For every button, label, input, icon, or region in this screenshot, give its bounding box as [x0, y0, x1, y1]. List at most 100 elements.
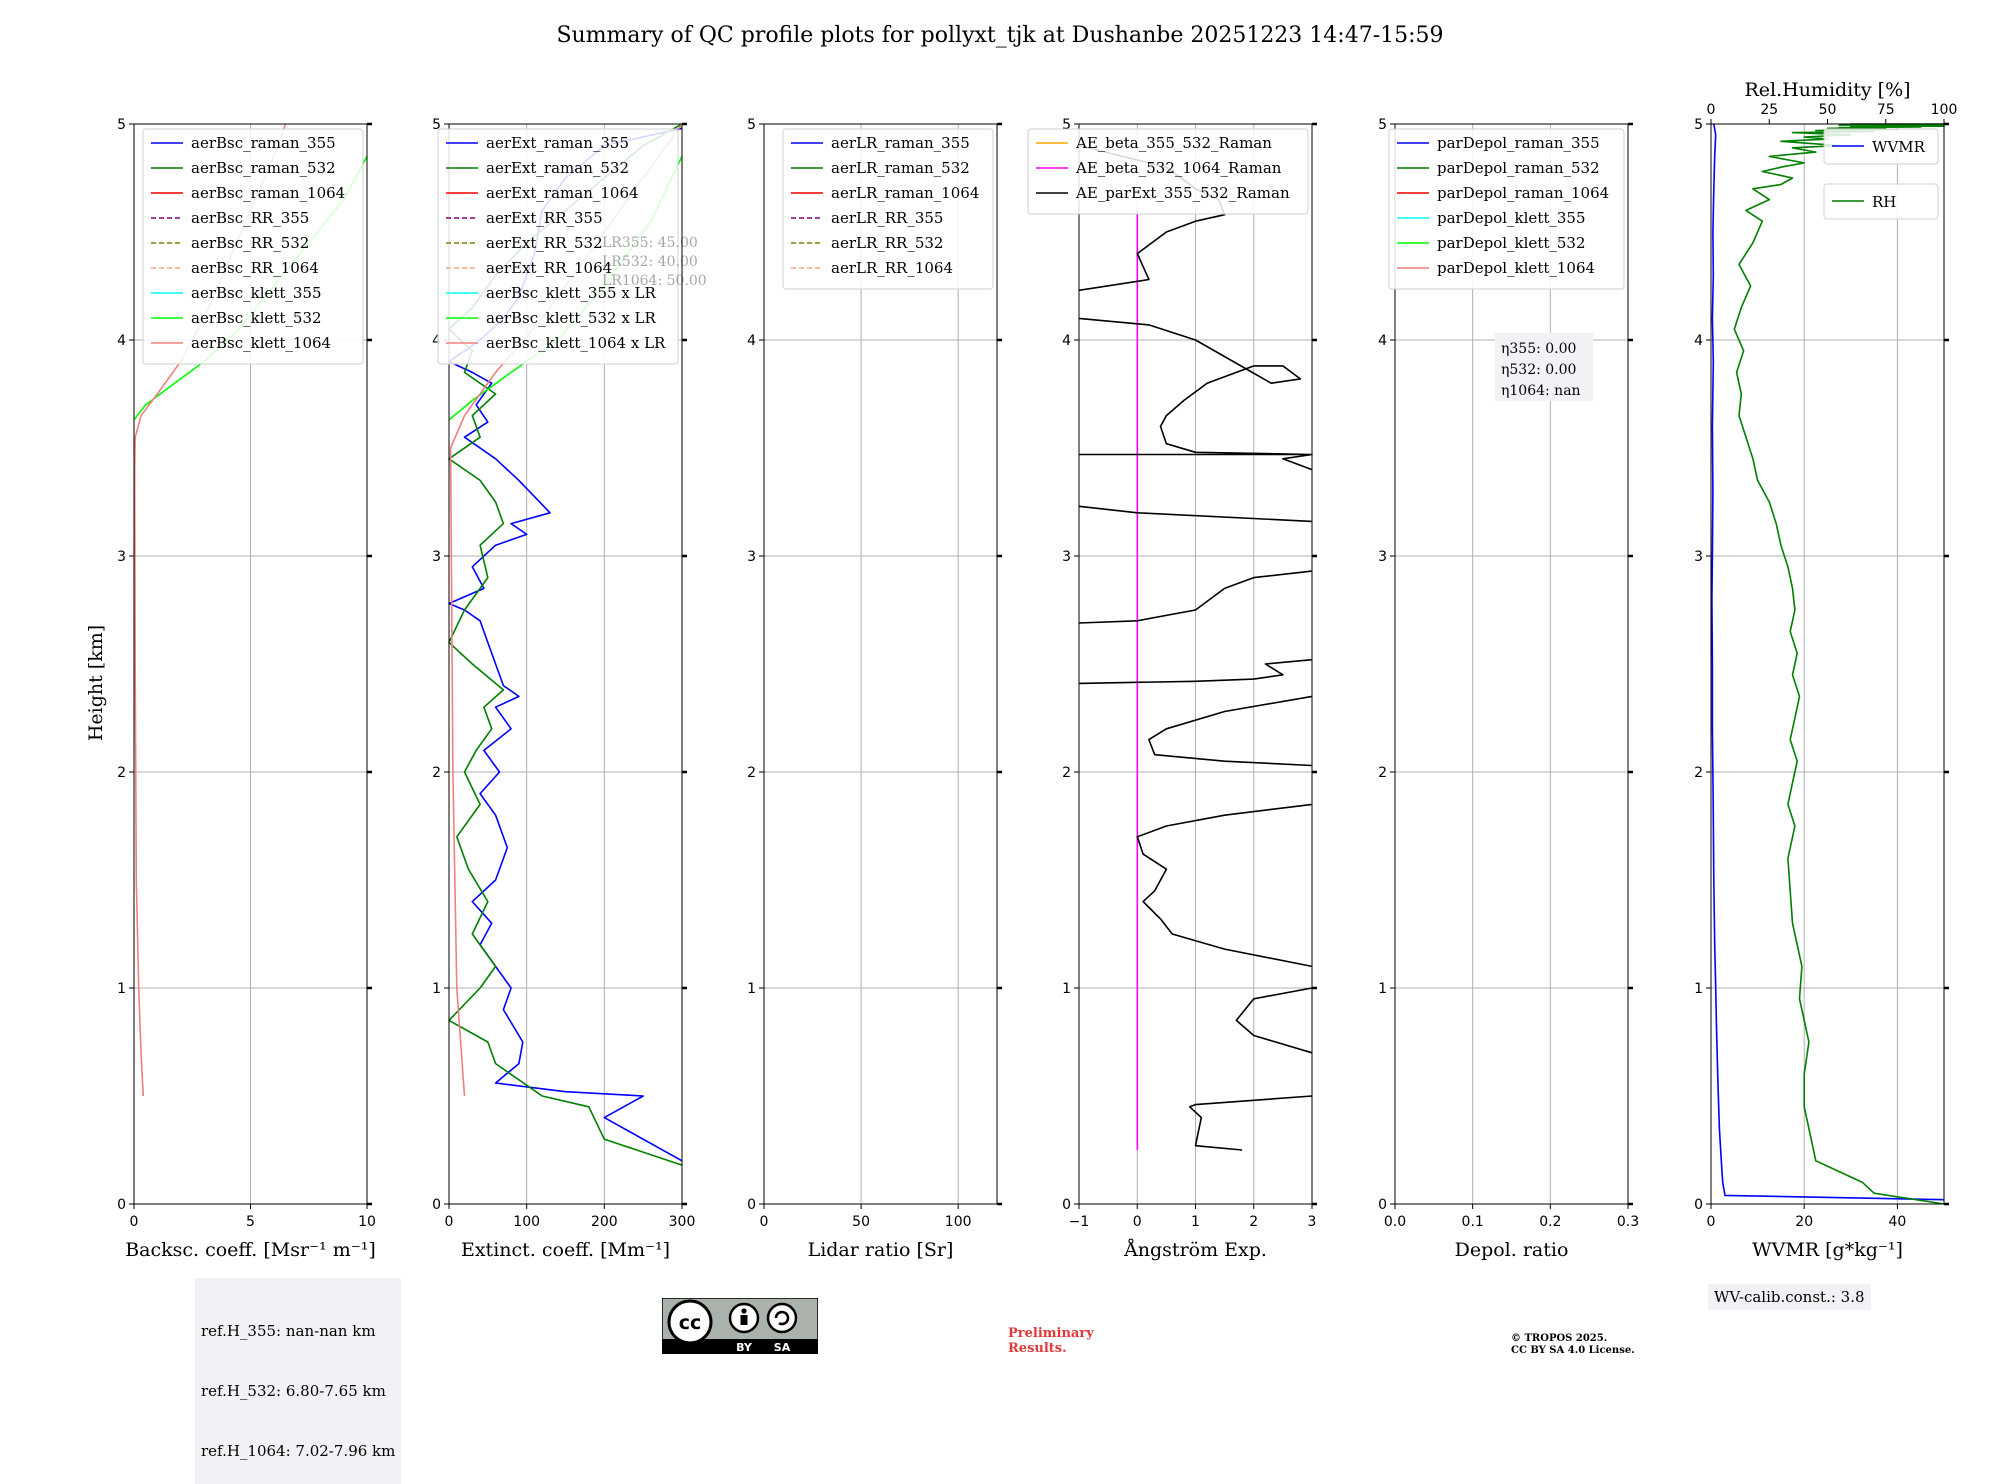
ytick-label-0: 0	[117, 1197, 126, 1213]
reference-height-box: ref.H_355: nan-nan km ref.H_532: 6.80-7.…	[195, 1278, 402, 1484]
ytick-label-1: 1	[1062, 981, 1071, 997]
xtick-label-100: 100	[945, 1214, 972, 1230]
xtick-label-1: 1	[1191, 1214, 1200, 1230]
lr-annotation-line-2: LR1064: 50.00	[602, 273, 707, 289]
xtick-label-0: 0	[760, 1214, 769, 1230]
legend: WVMR RH	[1823, 128, 1939, 220]
xtick-label-0.3: 0.3	[1617, 1214, 1639, 1230]
qc-profile-figure: Summary of QC profile plots for pollyxt_…	[85, 23, 1957, 1261]
x-axis-label: Lidar ratio [Sr]	[808, 1239, 954, 1261]
xtick-label-0: 0	[1133, 1214, 1142, 1230]
xtick-label-40: 40	[1888, 1214, 1906, 1230]
xtick-label-2: 2	[1249, 1214, 1258, 1230]
ytick-label-3: 3	[117, 549, 126, 565]
legend-label-aerBsc_raman_532: aerBsc_raman_532	[191, 159, 336, 177]
ytick-label-4: 4	[1378, 333, 1387, 349]
legend-label-aerBsc_RR_355: aerBsc_RR_355	[191, 209, 309, 227]
ytick-label-4: 4	[432, 333, 441, 349]
panel-depol: 0 1 2 3 4 5 0.0 0.1 0.2 0.3 Depol. ratio parDepol_r…	[1378, 117, 1639, 1261]
legend-label-parDepol_klett_355: parDepol_klett_355	[1437, 209, 1586, 227]
legend-label-aerBsc_klett_532: aerBsc_klett_532	[191, 309, 322, 327]
ytick-label-0: 0	[1378, 1197, 1387, 1213]
legend-label-parDepol_raman_532: parDepol_raman_532	[1437, 159, 1600, 177]
ytick-label-5: 5	[432, 117, 441, 133]
ytick-label-1: 1	[747, 981, 756, 997]
ytick-label-3: 3	[747, 549, 756, 565]
legend-label-aerLR_RR_1064: aerLR_RR_1064	[831, 259, 953, 277]
y-axis-label: Height [km]	[85, 625, 107, 741]
x2tick-label-25: 25	[1760, 102, 1778, 118]
ytick-label-2: 2	[432, 765, 441, 781]
plot-area	[1711, 124, 1944, 1204]
ytick-label-0: 0	[747, 1197, 756, 1213]
axes-frame	[763, 123, 998, 1205]
legend-label-aerExt_RR_1064: aerExt_RR_1064	[486, 259, 612, 277]
ytick-label-2: 2	[1694, 765, 1703, 781]
xtick-label-300: 300	[669, 1214, 696, 1230]
ytick-label-0: 0	[1694, 1197, 1703, 1213]
ytick-label-4: 4	[1694, 333, 1703, 349]
by-person-body	[740, 1315, 748, 1325]
copyright-line-2: CC BY SA 4.0 License.	[1511, 1345, 1635, 1356]
legend-label-aerBsc_klett_1064: aerBsc_klett_1064	[191, 334, 331, 352]
legend-label-aerExt_RR_532: aerExt_RR_532	[486, 234, 603, 252]
legend-label-aerBsc_klett_355: aerBsc_klett_355	[191, 284, 322, 302]
ytick-label-4: 4	[747, 333, 756, 349]
legend-frame-wvmr	[1823, 128, 1939, 165]
legend: AE_beta_355_532_Raman AE_beta_532_1064_Ra…	[1027, 128, 1309, 215]
eta-line-2: η1064: nan	[1501, 383, 1581, 399]
legend-label-parDepol_raman_355: parDepol_raman_355	[1437, 134, 1600, 152]
badge-sa-text: SA	[774, 1341, 791, 1354]
series-AE_parExt_355_532_Raman	[1078, 144, 1313, 1151]
ytick-label-3: 3	[1694, 549, 1703, 565]
ytick-label-2: 2	[1062, 765, 1071, 781]
cc-letters-icon: cc	[679, 1312, 702, 1334]
legend-label-aerExt_raman_355: aerExt_raman_355	[486, 134, 629, 152]
series-RH	[1733, 123, 1945, 1205]
legend-frame	[437, 128, 679, 365]
x2tick-label-75: 75	[1877, 102, 1895, 118]
plot-area	[1395, 124, 1628, 1204]
series-WVMR	[1711, 123, 1945, 1201]
panel-bsc: 0 1 2 3 4 5 0 5 10 Backsc. coeff. [Msr⁻¹ m⁻¹] aerB…	[117, 117, 376, 1261]
preliminary-results-note: Preliminary Results.	[1008, 1326, 1094, 1356]
ref-height-355: ref.H_355: nan-nan km	[201, 1322, 376, 1340]
badge-footer	[662, 1339, 818, 1354]
ytick-label-5: 5	[1378, 117, 1387, 133]
legend-label-aerLR_raman_1064: aerLR_raman_1064	[831, 184, 979, 202]
legend-label-aerLR_raman_532: aerLR_raman_532	[831, 159, 970, 177]
ytick-label-0: 0	[432, 1197, 441, 1213]
cc-by-sa-badge: cc BY SA	[662, 1298, 818, 1354]
legend-label-parDepol_raman_1064: parDepol_raman_1064	[1437, 184, 1609, 202]
xtick-label--1: −1	[1069, 1214, 1090, 1230]
ytick-label-1: 1	[117, 981, 126, 997]
eta-line-0: η355: 0.00	[1501, 341, 1576, 357]
ytick-label-3: 3	[1378, 549, 1387, 565]
axes-frame	[1394, 123, 1629, 1205]
panel-ext: 0 1 2 3 4 5 0 100 200 300 Extinct. coeff. [Mm⁻¹] ae…	[432, 117, 707, 1261]
ytick-label-0: 0	[1062, 1197, 1071, 1213]
legend: aerBsc_raman_355 aerBsc_raman_532 aerBsc_r…	[142, 128, 364, 365]
xtick-label-50: 50	[852, 1214, 870, 1230]
xtick-label-3: 3	[1308, 1214, 1317, 1230]
xtick-label-0.2: 0.2	[1539, 1214, 1561, 1230]
xtick-label-20: 20	[1795, 1214, 1813, 1230]
legend-label-parDepol_klett_532: parDepol_klett_532	[1437, 234, 1586, 252]
legend-label-aerBsc_raman_355: aerBsc_raman_355	[191, 134, 336, 152]
ytick-label-5: 5	[747, 117, 756, 133]
ytick-label-4: 4	[117, 333, 126, 349]
eta-box: η355: 0.00 η532: 0.00 η1064: nan	[1495, 333, 1593, 401]
ref-height-532: ref.H_532: 6.80-7.65 km	[201, 1382, 386, 1400]
legend-label-WVMR: WVMR	[1872, 138, 1926, 156]
xtick-label-0: 0.0	[1384, 1214, 1406, 1230]
ytick-label-5: 5	[1062, 117, 1071, 133]
xtick-label-0: 0	[445, 1214, 454, 1230]
ytick-label-2: 2	[747, 765, 756, 781]
x-axis-label: WVMR [g*kg⁻¹]	[1752, 1239, 1903, 1261]
xtick-label-100: 100	[513, 1214, 540, 1230]
ytick-label-5: 5	[117, 117, 126, 133]
x-axis-label: Ångström Exp.	[1123, 1239, 1267, 1261]
wv-calibration-box: WV-calib.const.: 3.8	[1708, 1284, 1871, 1310]
copyright-note: © TROPOS 2025. CC BY SA 4.0 License.	[1511, 1333, 1635, 1357]
